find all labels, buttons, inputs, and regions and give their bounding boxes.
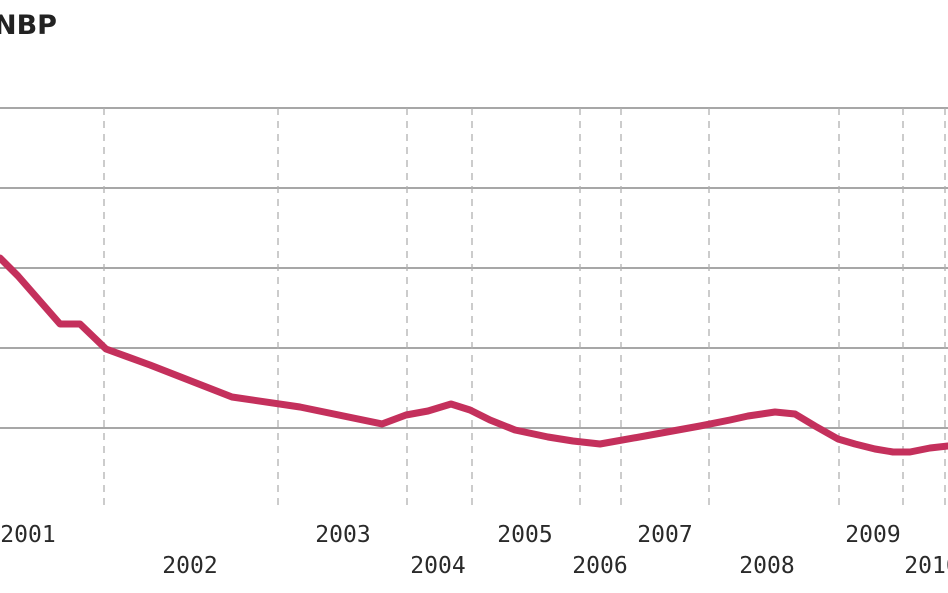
- x-tick-label-2007: 2007: [637, 522, 692, 548]
- x-tick-label-2009: 2009: [845, 522, 900, 548]
- chart-title: NBP: [0, 10, 57, 41]
- x-tick-label-2003: 2003: [315, 522, 370, 548]
- series-line-0: [0, 254, 948, 456]
- x-tick-label-2004: 2004: [410, 553, 465, 579]
- x-tick-label-2002: 2002: [162, 553, 217, 579]
- x-tick-label-2006: 2006: [572, 553, 627, 579]
- series-layer: [0, 254, 948, 456]
- grid-layer: [0, 107, 948, 508]
- x-axis-ticks: 2001 2002 2003 2004 2005 2006 2007 2008 20092010: [0, 522, 948, 579]
- x-tick-label-2010: 2010: [904, 553, 948, 579]
- x-tick-label-2008: 2008: [739, 553, 794, 579]
- x-tick-label-2001: 2001: [0, 522, 55, 548]
- x-tick-label-2005: 2005: [497, 522, 552, 548]
